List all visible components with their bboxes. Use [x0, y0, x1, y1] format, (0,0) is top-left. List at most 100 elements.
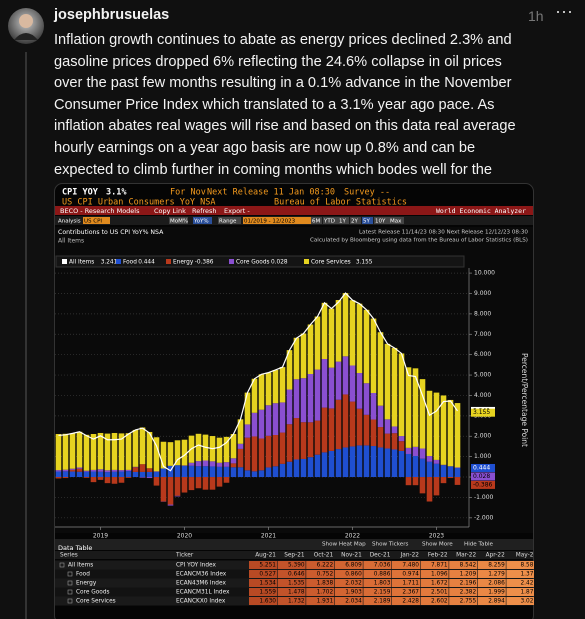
bar-segment: [244, 424, 251, 438]
toolbar-item: 10Y: [375, 219, 386, 225]
bar-segment: [216, 477, 223, 487]
toolbar-item: Max: [390, 219, 402, 225]
bar-segment: [363, 383, 370, 415]
bar-segment: [321, 302, 328, 360]
bar-segment: [160, 468, 167, 478]
bar-segment: [265, 405, 272, 436]
y-tick-label: 4.000: [474, 392, 491, 399]
table-cell-bg: [506, 597, 534, 605]
row-checkbox[interactable]: [67, 580, 73, 586]
bar-segment: [419, 477, 426, 494]
bar-segment: [342, 447, 349, 478]
bar-segment: [349, 300, 356, 366]
bar-segment: [391, 449, 398, 478]
source: Bureau of Labor Statistics: [274, 198, 407, 208]
bar-segment: [146, 431, 153, 469]
bar-segment: [314, 316, 321, 370]
table-cell-bg: [392, 597, 420, 605]
more-button[interactable]: ⋯: [555, 2, 574, 22]
table-cell: ECAN43M6 Index: [176, 581, 226, 587]
y-tick-label: 7.000: [474, 331, 491, 338]
table-cell-bg: [449, 597, 478, 605]
legend-swatch: [116, 259, 121, 264]
table-cell: 1.279: [488, 572, 505, 578]
table-cell-bg: [249, 579, 277, 587]
row-checkbox[interactable]: [67, 598, 73, 604]
table-cell-bg: [249, 588, 277, 596]
table-cell-bg: [363, 597, 392, 605]
table-cell: 2.086: [488, 581, 505, 587]
bar-segment: [363, 414, 370, 446]
bar-segment: [216, 466, 223, 478]
table-header: Dec-21: [370, 553, 391, 559]
legend-value: 3.241: [101, 260, 118, 266]
row-checkbox[interactable]: [67, 571, 73, 577]
table-cell-bg: [306, 588, 335, 596]
table-cell: 1.096: [431, 572, 448, 578]
legend-swatch: [229, 259, 234, 264]
y-tick-label: 8.000: [474, 310, 491, 317]
bar-segment: [454, 403, 461, 468]
table-cell-bg: [363, 588, 392, 596]
bar-segment: [237, 443, 244, 449]
table-cell: 1.903: [345, 590, 362, 596]
toolbar-item: 6M: [312, 219, 320, 225]
bar-segment: [167, 465, 174, 478]
toolbar-item: 2Y: [351, 219, 358, 225]
table-cell: 2.032: [345, 581, 362, 587]
bar-segment: [384, 448, 391, 478]
table-cell: 1.534: [259, 581, 276, 587]
bar-segment: [195, 477, 202, 489]
table-cell-bg: [420, 570, 449, 578]
table-cell: 1.209: [460, 572, 477, 578]
bar-segment: [132, 467, 139, 472]
bar-segment: [447, 399, 454, 467]
value-tag: [471, 463, 495, 472]
bar-segment: [300, 378, 307, 423]
bar-segment: [335, 449, 342, 478]
bar-segment: [104, 470, 111, 473]
bar-segment: [454, 467, 461, 478]
table-cell: 2.755: [460, 599, 477, 605]
table-cell: 2.034: [345, 599, 362, 605]
table-cell-bg: [249, 561, 277, 569]
username[interactable]: josephbrusuelas: [54, 7, 170, 23]
bar-segment: [426, 461, 433, 478]
table-button[interactable]: Show More: [422, 542, 453, 548]
bar-segment: [62, 477, 69, 479]
bar-segment: [307, 374, 314, 423]
bar-segment: [335, 399, 342, 450]
post-image[interactable]: CPI YOY 3.1% For Nov Next Release 11 Jan…: [54, 183, 534, 619]
bar-segment: [349, 365, 356, 402]
bar-segment: [69, 433, 76, 469]
y-tick-label: 2.000: [474, 433, 491, 440]
bar-segment: [251, 436, 258, 472]
toolbar-button: [323, 217, 338, 224]
bar-segment: [167, 442, 174, 466]
bar-segment: [356, 408, 363, 446]
bar-segment: [398, 353, 405, 437]
table-button[interactable]: Show Tickers: [372, 542, 409, 548]
y-tick-label: 10.000: [474, 270, 495, 277]
row-checkbox[interactable]: [59, 562, 65, 568]
bar-segment: [349, 446, 356, 478]
bar-segment: [272, 369, 279, 404]
period: For Nov: [170, 188, 206, 198]
bar-segment: [370, 318, 377, 394]
menu-item: BECO - Research Models: [60, 207, 140, 215]
bar-segment: [202, 460, 209, 467]
table-cell: 2.196: [460, 581, 477, 587]
table-button[interactable]: Hide Table: [464, 542, 494, 548]
table-cell-bg: [392, 579, 420, 587]
bar-segment: [237, 448, 244, 468]
table-button[interactable]: Show Heat Map: [322, 542, 366, 548]
table-cell: 2.42: [520, 581, 533, 587]
bar-segment: [83, 477, 90, 478]
bar-segment: [321, 407, 328, 453]
bar-segment: [111, 432, 118, 470]
row-checkbox[interactable]: [67, 589, 73, 595]
bar-segment: [62, 471, 69, 478]
legend-swatch: [62, 259, 67, 264]
bar-segment: [181, 477, 188, 493]
